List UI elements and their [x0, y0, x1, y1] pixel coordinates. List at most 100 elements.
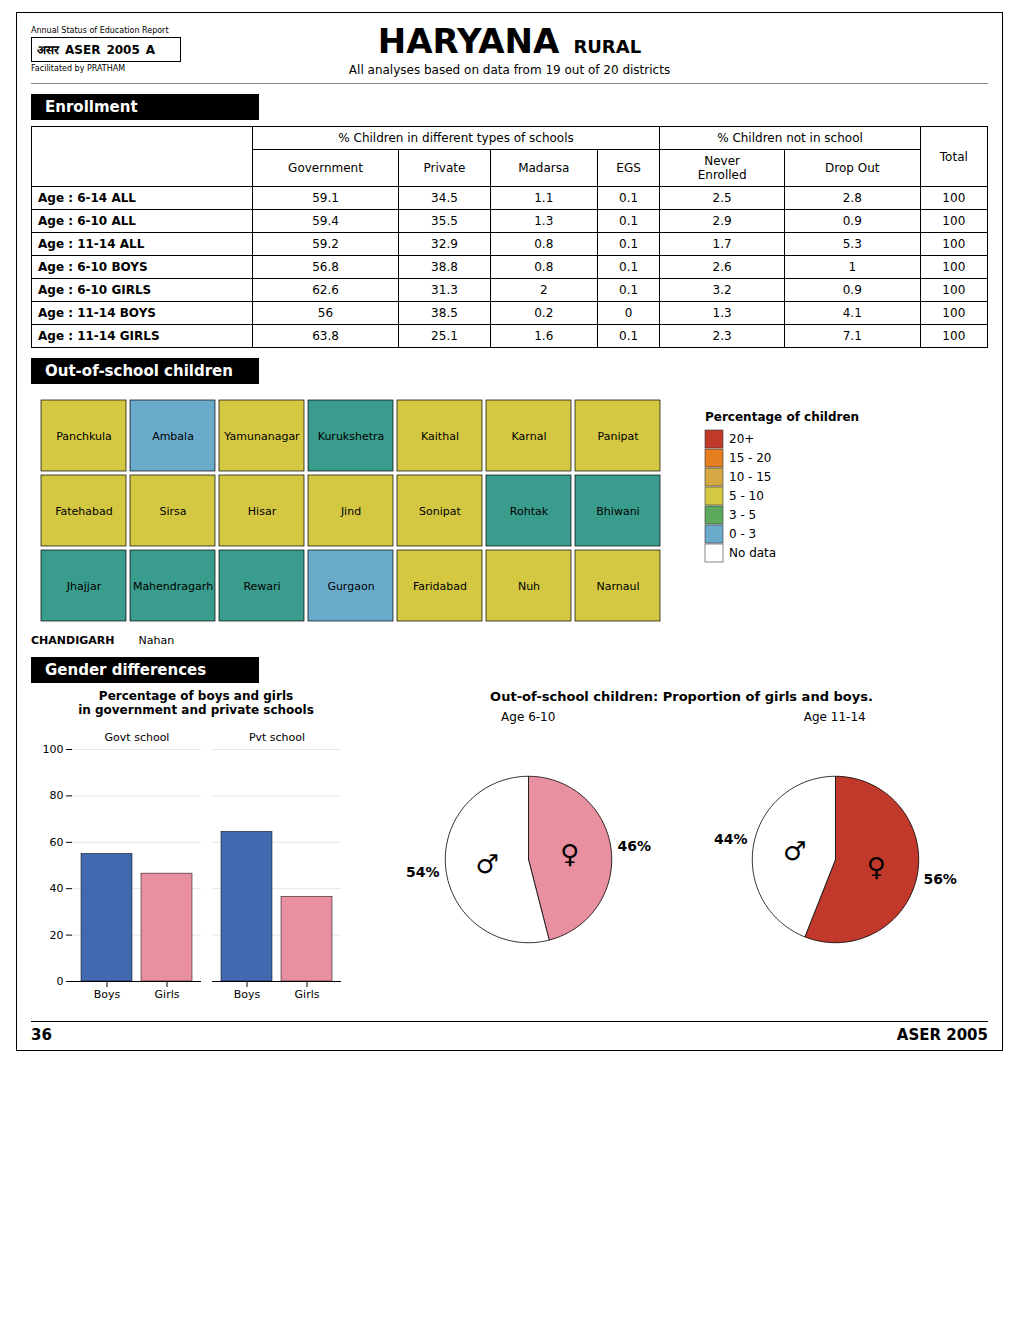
svg-text:♀: ♀ — [867, 852, 886, 882]
html-text:% Children in different types: % Children in different types of schools — [338, 131, 574, 145]
svg-text:Rohtak: Rohtak — [510, 505, 549, 518]
html-text:56.8: 56.8 — [312, 260, 339, 274]
html-text:31.3: 31.3 — [431, 283, 458, 297]
html-text:Age : 6-14 ALL: Age : 6-14 ALL — [38, 191, 136, 205]
html-text:100: 100 — [942, 191, 966, 205]
html-text:100: 100 — [942, 260, 966, 274]
html-text:36: 36 — [31, 1026, 52, 1044]
html-text:Enrollment: Enrollment — [45, 98, 138, 116]
svg-text:Boys: Boys — [234, 988, 261, 1001]
svg-text:Boys: Boys — [94, 988, 121, 1001]
svg-text:♀: ♀ — [561, 839, 580, 869]
html-text:1.1: 1.1 — [534, 191, 554, 205]
html-text:0.8: 0.8 — [534, 260, 554, 274]
svg-text:Gurgaon: Gurgaon — [327, 580, 374, 593]
svg-text:44%: 44% — [714, 831, 748, 847]
svg-text:Panipat: Panipat — [598, 430, 640, 443]
svg-text:0: 0 — [57, 975, 64, 988]
html-text:Never Enrolled: Never Enrolled — [697, 154, 747, 182]
svg-text:20: 20 — [50, 929, 64, 942]
html-text:35.5: 35.5 — [431, 214, 458, 228]
svg-text:80: 80 — [50, 789, 64, 802]
svg-text:Faridabad: Faridabad — [413, 580, 467, 593]
svg-text:60: 60 — [50, 836, 64, 849]
html-text:0.1: 0.1 — [619, 237, 639, 251]
html-text:Government: Government — [288, 161, 363, 175]
html-text:100: 100 — [942, 237, 966, 251]
html-text:All analyses based on data fro: All analyses based on data from 19 out o… — [348, 63, 671, 77]
svg-text:100: 100 — [43, 743, 64, 756]
svg-text:Narnaul: Narnaul — [596, 580, 639, 593]
html-text:32.9: 32.9 — [431, 237, 458, 251]
html-text:Out-of-school children: Propor: Out-of-school children: Proportion of gi… — [490, 689, 873, 704]
svg-text:Bhiwani: Bhiwani — [596, 505, 639, 518]
html-text:2.9: 2.9 — [712, 214, 732, 228]
svg-text:Kaithal: Kaithal — [421, 430, 459, 443]
html-text:1.3: 1.3 — [534, 214, 554, 228]
html-text:0.1: 0.1 — [619, 191, 639, 205]
html-text:Gender differences: Gender differences — [45, 661, 207, 679]
html-text:Private: Private — [423, 161, 466, 175]
svg-text:Nuh: Nuh — [518, 580, 540, 593]
svg-text:Mahendragarh: Mahendragarh — [133, 580, 213, 593]
html-text:0.9: 0.9 — [842, 283, 862, 297]
html-text:Out-of-school children: Out-of-school children — [45, 362, 233, 380]
svg-text:♂: ♂ — [783, 836, 806, 866]
html-text:Madarsa: Madarsa — [518, 161, 570, 175]
svg-text:Jhajjar: Jhajjar — [66, 580, 102, 593]
svg-text:Yamunanagar: Yamunanagar — [223, 430, 300, 443]
svg-text:56%: 56% — [923, 871, 957, 887]
svg-text:Govt school: Govt school — [105, 731, 170, 744]
html-text:2.6: 2.6 — [712, 260, 732, 274]
html-text:38.8: 38.8 — [431, 260, 458, 274]
html-text:0.1: 0.1 — [619, 260, 639, 274]
html-text:Age : 6-10 BOYS: Age : 6-10 BOYS — [38, 260, 148, 274]
html-text:100: 100 — [942, 214, 966, 228]
svg-text:Rewari: Rewari — [243, 580, 280, 593]
html-text:5.3: 5.3 — [842, 237, 862, 251]
svg-text:46%: 46% — [618, 838, 652, 854]
html-text:% Children not in school: % Children not in school — [717, 131, 863, 145]
svg-text:Pvt school: Pvt school — [249, 731, 305, 744]
svg-text:Fatehabad: Fatehabad — [55, 505, 113, 518]
svg-text:Sonipat: Sonipat — [419, 505, 461, 518]
html-text:59.4: 59.4 — [312, 214, 339, 228]
svg-text:Girls: Girls — [295, 988, 320, 1001]
html-text:Total: Total — [939, 149, 968, 164]
svg-text:54%: 54% — [406, 864, 440, 880]
svg-text:Kurukshetra: Kurukshetra — [318, 430, 385, 443]
svg-text:Sirsa: Sirsa — [159, 505, 186, 518]
html-text:Age : 11-14 ALL: Age : 11-14 ALL — [38, 237, 145, 251]
html-text:0.8: 0.8 — [534, 237, 554, 251]
html-text:असर: असर — [37, 42, 59, 57]
html-text:Age : 6-10 GIRLS: Age : 6-10 GIRLS — [38, 283, 152, 297]
html-text:Age : 6-10 ALL: Age : 6-10 ALL — [38, 214, 136, 228]
html-text:59.2: 59.2 — [312, 237, 339, 251]
html-text:62.6: 62.6 — [312, 283, 339, 297]
html-text:2.8: 2.8 — [842, 191, 862, 205]
html-text:100: 100 — [942, 283, 966, 297]
svg-text:Girls: Girls — [155, 988, 180, 1001]
html-text:ASER 2005: ASER 2005 — [896, 1026, 988, 1044]
html-text:ASER 2005 A: ASER 2005 A — [65, 42, 156, 57]
svg-text:40: 40 — [50, 882, 64, 895]
svg-text:Hisar: Hisar — [248, 505, 277, 518]
html-text:EGS: EGS — [616, 161, 641, 175]
html-text:0.9: 0.9 — [842, 214, 862, 228]
html-text:59.1: 59.1 — [312, 191, 339, 205]
svg-text:Karnal: Karnal — [512, 430, 547, 443]
html-text:1.7: 1.7 — [712, 237, 732, 251]
html-text:0.1: 0.1 — [619, 214, 639, 228]
html-text:Percentage of boys and girls i: Percentage of boys and girls in governme… — [78, 689, 314, 717]
html-text:Age : 11-14 BOYS: Age : 11-14 BOYS — [38, 306, 156, 320]
svg-text:♂: ♂ — [476, 849, 499, 879]
svg-text:Panchkula: Panchkula — [56, 430, 112, 443]
svg-text:Ambala: Ambala — [152, 430, 194, 443]
html-text:34.5: 34.5 — [431, 191, 458, 205]
html-text:HARYANA RURAL: HARYANA RURAL — [377, 21, 642, 61]
html-text:2.5: 2.5 — [712, 191, 732, 205]
html-text:Drop Out: Drop Out — [825, 161, 880, 175]
svg-text:Jind: Jind — [340, 505, 361, 518]
html-text:0.1: 0.1 — [619, 283, 639, 297]
html-text:3.2: 3.2 — [712, 283, 732, 297]
